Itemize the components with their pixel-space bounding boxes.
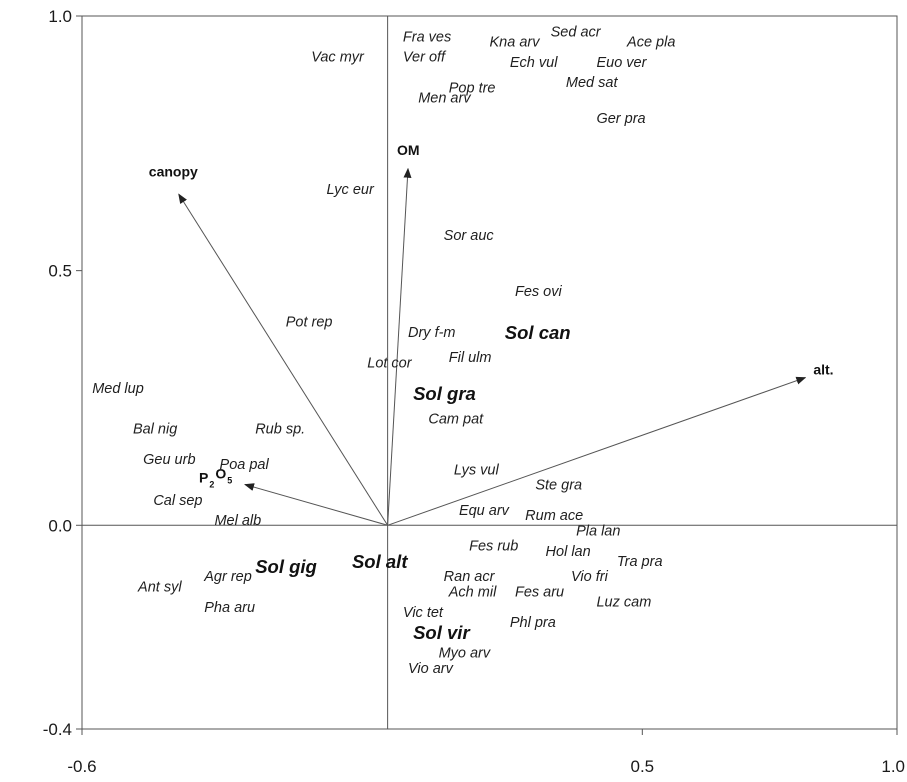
x-tick-label: -0.6 (67, 757, 96, 776)
env-vector-P (244, 483, 388, 526)
species-label: Sed acr (551, 24, 602, 40)
species-label: Kna arv (490, 34, 541, 50)
species-label: Poa pal (220, 457, 270, 473)
group-label: Sol can (505, 322, 571, 343)
group-label: Sol vir (413, 622, 471, 643)
species-label: Vio fri (571, 569, 609, 585)
species-label: Ver off (403, 50, 447, 66)
species-label: Ger pra (596, 111, 645, 127)
species-label: Myo arv (439, 646, 491, 662)
species-label: Luz cam (596, 595, 651, 611)
species-label: Euo ver (596, 55, 647, 71)
group-label: Sol gra (413, 383, 476, 404)
env-label-OM: OM (397, 142, 420, 158)
species-label: Mel alb (214, 513, 261, 529)
species-label: Med sat (566, 75, 619, 91)
x-tick-label: 1.0 (881, 757, 905, 776)
env-label-alt: alt. (813, 362, 833, 378)
group-label: Sol alt (352, 551, 408, 572)
species-label: Agr rep (203, 569, 252, 585)
species-label: Lys vul (454, 462, 500, 478)
species-label: Rub sp. (255, 422, 305, 438)
env-vector-canopy (178, 193, 389, 526)
species-label: Lyc eur (327, 182, 375, 198)
species-label: Bal nig (133, 422, 177, 438)
species-label: Ace pla (626, 34, 675, 50)
species-label: Fes ovi (515, 284, 563, 300)
species-label: Ste gra (535, 478, 582, 494)
species-label: Equ arv (459, 503, 510, 519)
species-label: Ant syl (137, 579, 182, 595)
species-label: Cal sep (153, 493, 202, 509)
species-label: Phl pra (510, 615, 556, 631)
species-label: Vac myr (311, 50, 365, 66)
species-label: Vic tet (403, 605, 444, 621)
species-label: Men arv (418, 90, 471, 106)
species-label: Ran acr (444, 569, 496, 585)
y-tick-label: 0.5 (48, 262, 72, 281)
y-tick-label: -0.4 (43, 720, 72, 739)
group-label: Sol gig (255, 556, 317, 577)
species-label: Hol lan (546, 544, 591, 560)
species-label: Fra ves (403, 29, 451, 45)
species-label: Cam pat (428, 411, 484, 427)
plot-frame (81, 15, 898, 730)
env-label-P: P2O5 (199, 466, 232, 490)
species-label: Med lup (92, 381, 144, 397)
species-label: Pla lan (576, 523, 620, 539)
species-label: Rum ace (525, 508, 583, 524)
species-label: Pot rep (286, 315, 333, 331)
species-label: Fes aru (515, 584, 564, 600)
x-tick-label: 0.5 (630, 757, 654, 776)
species-label: Pop tre (449, 80, 496, 96)
species-label: Lot cor (367, 355, 412, 371)
species-label: Fil ulm (449, 350, 492, 366)
species-label: Pha aru (204, 600, 255, 616)
species-label: Fes rub (469, 539, 518, 555)
env-vector-OM (387, 167, 412, 526)
y-tick-label: 1.0 (48, 7, 72, 26)
species-label: Sor auc (444, 228, 495, 244)
species-label: Vio arv (408, 661, 454, 677)
species-label: Ach mil (448, 584, 497, 600)
species-label: Dry f-m (408, 325, 456, 341)
species-label: Tra pra (617, 554, 663, 570)
y-tick-label: 0.0 (48, 516, 72, 535)
env-vector-alt (387, 376, 807, 526)
species-label: Geu urb (143, 452, 195, 468)
species-label: Ech vul (510, 55, 558, 71)
env-label-canopy: canopy (149, 163, 198, 179)
